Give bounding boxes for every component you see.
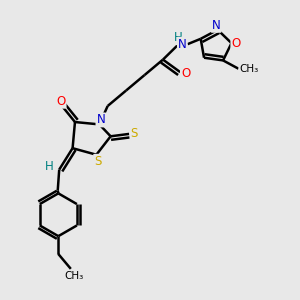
Text: H: H <box>45 160 54 173</box>
Text: N: N <box>97 113 105 126</box>
Text: O: O <box>231 37 241 50</box>
Text: O: O <box>56 95 66 108</box>
Text: S: S <box>94 155 101 168</box>
Text: S: S <box>131 128 138 140</box>
Text: CH₃: CH₃ <box>239 64 259 74</box>
Text: CH₃: CH₃ <box>65 271 84 281</box>
Text: N: N <box>178 38 187 51</box>
Text: O: O <box>181 67 190 80</box>
Text: N: N <box>212 19 220 32</box>
Text: H: H <box>174 31 183 44</box>
